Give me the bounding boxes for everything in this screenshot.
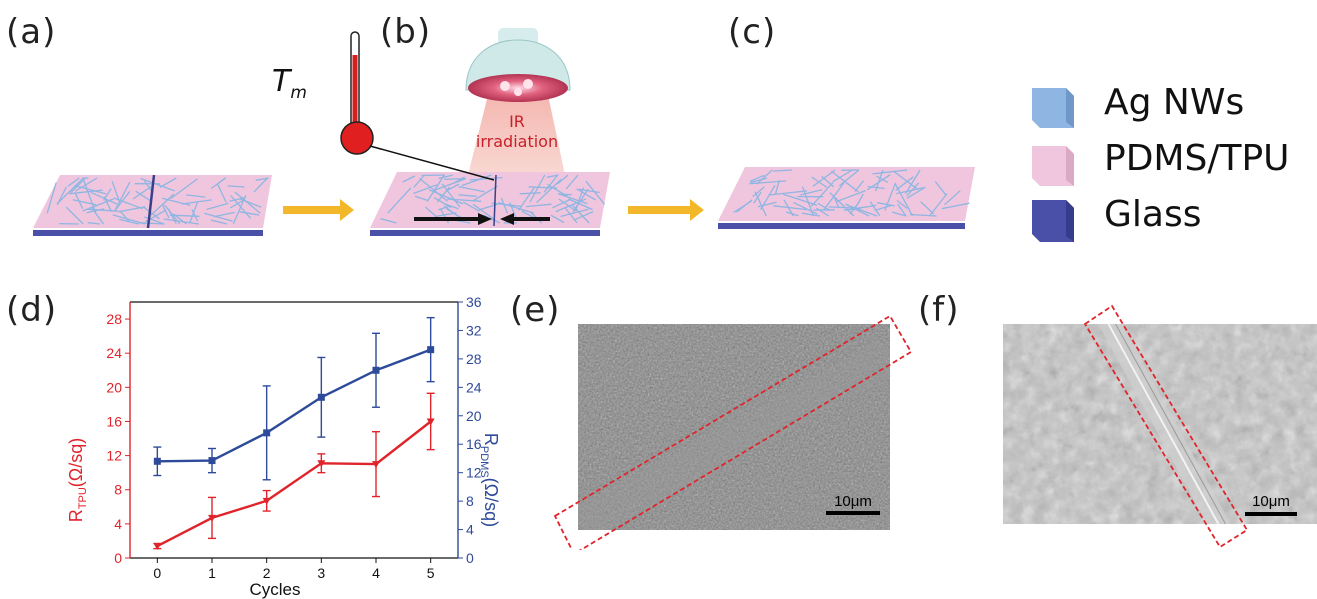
y-right-tick-label: 4 — [466, 522, 474, 538]
y-right-tick-label: 8 — [466, 493, 474, 509]
legend-swatch-agnws — [1032, 88, 1074, 128]
panel-label-c: (c) — [728, 12, 777, 52]
y-axis-left-label: RTPU(Ω/sq) — [66, 438, 89, 522]
scale-bar-f — [1245, 512, 1297, 516]
y-axis-right-label: RPDMS(Ω/sq) — [478, 433, 500, 527]
y-left-tick-label: 0 — [114, 550, 122, 566]
panel-label-f: (f) — [918, 290, 960, 330]
x-tick-label: 1 — [208, 565, 216, 581]
y-left-tick-label: 12 — [106, 448, 122, 464]
x-tick-label: 0 — [153, 565, 161, 581]
y-right-tick-label: 24 — [466, 379, 482, 395]
sem-image-e: 10μm — [553, 314, 913, 550]
film-c — [718, 167, 975, 229]
data-point — [153, 457, 161, 465]
sem-image-f: 10μm — [1003, 304, 1317, 549]
legend-label-pdms-tpu: PDMS/TPU — [1104, 138, 1290, 179]
x-tick-label: 5 — [427, 565, 435, 581]
data-point — [263, 429, 271, 437]
arrow-a-to-b — [283, 199, 354, 221]
y-left-tick-label: 24 — [106, 345, 122, 361]
y-left-tick-label: 16 — [106, 413, 122, 429]
y-right-tick-label: 32 — [466, 322, 482, 338]
crack-highlight-e — [553, 314, 913, 550]
ir-irradiation-label: IR irradiation — [475, 112, 559, 151]
panel-label-a: (a) — [6, 12, 57, 52]
scale-label-e: 10μm — [834, 493, 872, 510]
scale-label-f: 10μm — [1252, 493, 1290, 510]
thermometer-icon — [340, 31, 495, 181]
film-a — [33, 174, 272, 236]
data-point — [317, 393, 325, 401]
panel-label-e: (e) — [510, 290, 561, 330]
legend-swatches — [1032, 88, 1074, 242]
y-right-tick-label: 16 — [466, 436, 482, 452]
y-left-tick-label: 20 — [106, 379, 122, 395]
series-line-r_tpu — [156, 420, 432, 548]
x-tick-label: 4 — [372, 565, 380, 581]
x-axis-label: Cycles — [249, 580, 300, 599]
data-point — [372, 461, 380, 469]
data-point — [262, 497, 271, 505]
data-point — [153, 543, 162, 551]
y-right-tick-label: 0 — [466, 550, 474, 566]
x-tick-label: 2 — [263, 565, 271, 581]
y-right-tick-label: 36 — [466, 294, 482, 310]
legend-label-glass: Glass — [1104, 194, 1202, 235]
data-point — [427, 346, 435, 354]
data-point — [372, 366, 380, 374]
panel-label-b: (b) — [380, 12, 432, 52]
melting-temperature-label: Tm — [272, 64, 307, 103]
film-b — [370, 172, 610, 236]
y-right-tick-label: 28 — [466, 351, 482, 367]
legend-label-agnws: Ag NWs — [1104, 82, 1245, 123]
arrow-b-to-c — [628, 199, 704, 221]
y-left-tick-label: 8 — [114, 482, 122, 498]
healing-schematic — [33, 28, 975, 236]
x-tick-label: 3 — [317, 565, 325, 581]
data-point — [426, 418, 435, 426]
y-left-tick-label: 28 — [106, 311, 122, 327]
y-right-tick-label: 12 — [466, 465, 482, 481]
series-line-r_pdms — [157, 348, 432, 463]
scale-bar-e — [826, 511, 880, 515]
y-right-tick-label: 20 — [466, 408, 482, 424]
y-left-tick-label: 4 — [114, 516, 122, 532]
ir-lamp-icon — [465, 28, 571, 102]
legend-swatch-pdms-tpu — [1032, 146, 1074, 186]
data-point — [208, 457, 216, 465]
data-point — [317, 460, 326, 468]
panel-label-d: (d) — [6, 290, 58, 330]
legend-swatch-glass — [1032, 200, 1074, 242]
crack-highlight-f — [1083, 304, 1249, 549]
data-point — [208, 514, 216, 522]
ir-beam — [468, 95, 565, 175]
